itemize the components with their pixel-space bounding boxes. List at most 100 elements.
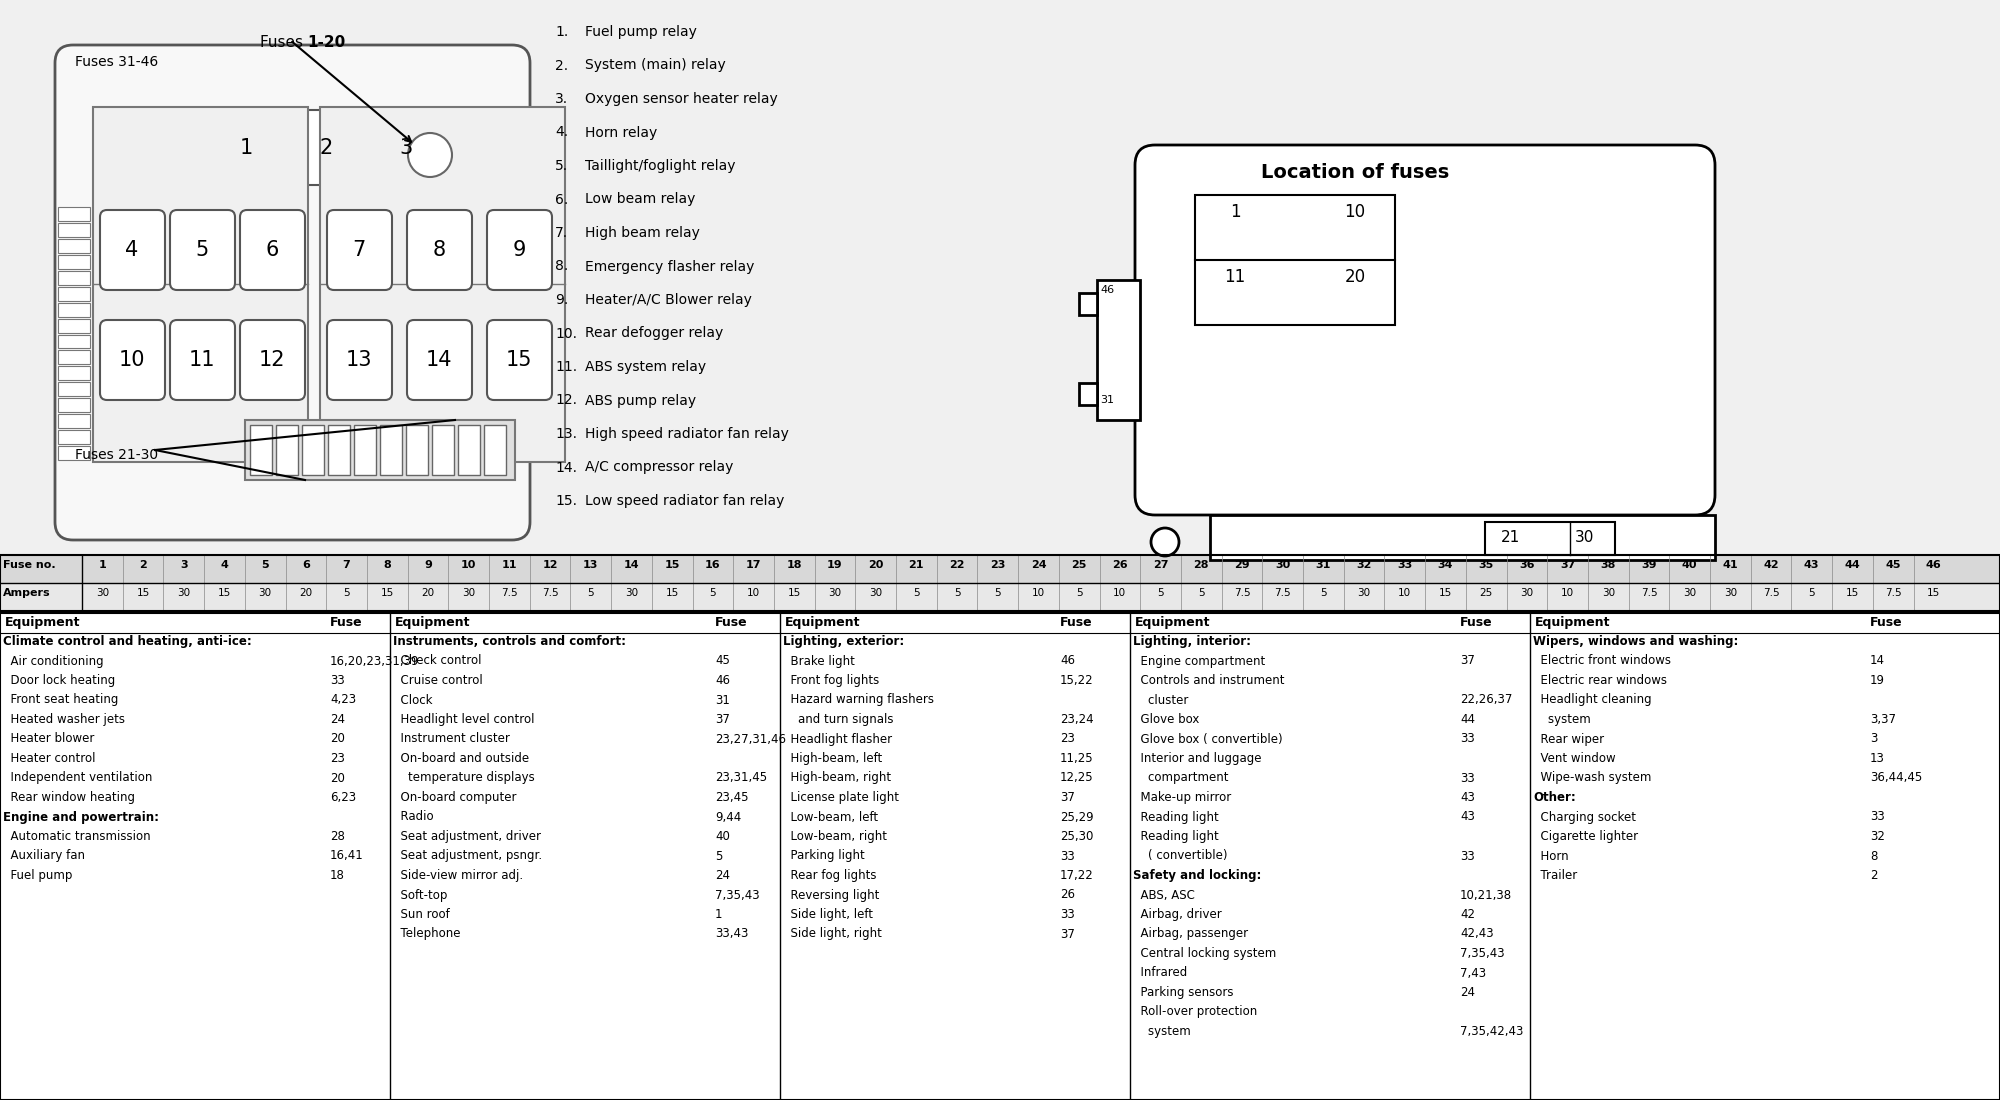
Text: 1.: 1. (556, 25, 568, 39)
Text: Fuses 31-46: Fuses 31-46 (76, 55, 158, 69)
Text: Climate control and heating, anti-ice:: Climate control and heating, anti-ice: (4, 635, 252, 648)
Text: Fuse: Fuse (1870, 616, 1902, 629)
Text: 30: 30 (1602, 588, 1614, 598)
Text: 10: 10 (1398, 588, 1412, 598)
Text: 20: 20 (868, 560, 884, 570)
Text: 3: 3 (1870, 733, 1878, 746)
Text: 14: 14 (624, 560, 640, 570)
Bar (58, 287, 90, 300)
Text: Engine compartment: Engine compartment (1132, 654, 1266, 668)
Text: Side light, right: Side light, right (784, 927, 882, 940)
Text: 44: 44 (1844, 560, 1860, 570)
Bar (0, 613, 2000, 1100)
Bar (58, 302, 90, 317)
Text: 7: 7 (342, 560, 350, 570)
Text: 30: 30 (1724, 588, 1736, 598)
FancyBboxPatch shape (1136, 145, 1716, 515)
Text: Seat adjustment, psngr.: Seat adjustment, psngr. (392, 849, 542, 862)
Bar (106, 152, 130, 168)
Text: Cruise control: Cruise control (392, 674, 482, 688)
Text: 2: 2 (140, 560, 146, 570)
Text: 38: 38 (1600, 560, 1616, 570)
Text: Instruments, controls and comfort:: Instruments, controls and comfort: (392, 635, 626, 648)
Text: 42,43: 42,43 (1460, 927, 1494, 940)
Text: 30: 30 (1358, 588, 1370, 598)
Text: 20: 20 (1344, 268, 1366, 286)
Text: 6.: 6. (556, 192, 568, 207)
Bar (1212, 517, 1712, 558)
Bar (354, 425, 376, 475)
Text: 31: 31 (1100, 395, 1114, 405)
Text: 12: 12 (258, 350, 286, 370)
Text: 5: 5 (1198, 588, 1204, 598)
Text: 46: 46 (1926, 560, 1942, 570)
Text: 36: 36 (1520, 560, 1534, 570)
Text: Rear wiper: Rear wiper (1534, 733, 1604, 746)
Text: Front seat heating: Front seat heating (4, 693, 118, 706)
Text: 6: 6 (266, 240, 278, 260)
Bar (236, 152, 260, 168)
Bar (484, 425, 506, 475)
Bar (302, 425, 324, 475)
Text: compartment: compartment (1132, 771, 1228, 784)
Text: 7,35,43: 7,35,43 (1460, 947, 1504, 960)
Text: 7.5: 7.5 (1640, 588, 1658, 598)
Bar (262, 132, 286, 148)
Bar (58, 366, 90, 381)
Text: 21: 21 (1500, 530, 1520, 546)
Text: 11.: 11. (556, 360, 578, 374)
Text: 7.5: 7.5 (1762, 588, 1780, 598)
Text: 30: 30 (870, 588, 882, 598)
Text: 15,22: 15,22 (1060, 674, 1094, 688)
Text: High-beam, right: High-beam, right (784, 771, 892, 784)
Text: Rear defogger relay: Rear defogger relay (584, 327, 724, 341)
Text: 13: 13 (1870, 752, 1884, 764)
Text: 2.: 2. (556, 58, 568, 73)
Text: 7.5: 7.5 (1884, 588, 1902, 598)
Text: 12,25: 12,25 (1060, 771, 1094, 784)
Text: Check control: Check control (392, 654, 482, 668)
Text: 20: 20 (330, 771, 344, 784)
Text: 44: 44 (1460, 713, 1476, 726)
Text: Reversing light: Reversing light (784, 889, 880, 902)
Text: Fuse: Fuse (716, 616, 748, 629)
Text: High-beam, left: High-beam, left (784, 752, 882, 764)
Text: 13: 13 (346, 350, 372, 370)
Text: 15: 15 (666, 588, 678, 598)
Text: 5: 5 (588, 588, 594, 598)
Text: Oxygen sensor heater relay: Oxygen sensor heater relay (584, 92, 778, 106)
Text: 23: 23 (330, 752, 344, 764)
Text: 24: 24 (716, 869, 730, 882)
Text: Low-beam, right: Low-beam, right (784, 830, 888, 843)
Text: 34: 34 (1438, 560, 1454, 570)
Text: 5: 5 (716, 849, 722, 862)
Text: 27: 27 (1152, 560, 1168, 570)
Text: Equipment: Equipment (4, 616, 80, 629)
Text: Fuel pump: Fuel pump (4, 869, 72, 882)
Text: Wipers, windows and washing:: Wipers, windows and washing: (1534, 635, 1738, 648)
Text: 8.: 8. (556, 260, 568, 274)
Text: 16,20,23,31,39: 16,20,23,31,39 (330, 654, 420, 668)
Text: 14: 14 (426, 350, 452, 370)
Text: 26: 26 (1060, 889, 1076, 902)
Bar (328, 425, 350, 475)
Text: 45: 45 (716, 654, 730, 668)
Text: Infrared: Infrared (1132, 967, 1188, 979)
Text: Air conditioning: Air conditioning (4, 654, 104, 668)
Text: Equipment: Equipment (1536, 616, 1610, 629)
Text: 31: 31 (1316, 560, 1332, 570)
Text: 4,23: 4,23 (330, 693, 356, 706)
Circle shape (408, 133, 452, 177)
Text: 5: 5 (1076, 588, 1082, 598)
Text: 24: 24 (330, 713, 346, 726)
Text: 10: 10 (1560, 588, 1574, 598)
Text: 4: 4 (220, 560, 228, 570)
Bar (250, 425, 272, 475)
Bar (210, 152, 234, 168)
FancyBboxPatch shape (328, 320, 392, 400)
Bar (1080, 383, 1096, 405)
Text: Fuse: Fuse (330, 616, 362, 629)
Text: Fuel pump relay: Fuel pump relay (584, 25, 696, 39)
Text: Cigarette lighter: Cigarette lighter (1534, 830, 1638, 843)
Bar (0, 0, 2000, 556)
